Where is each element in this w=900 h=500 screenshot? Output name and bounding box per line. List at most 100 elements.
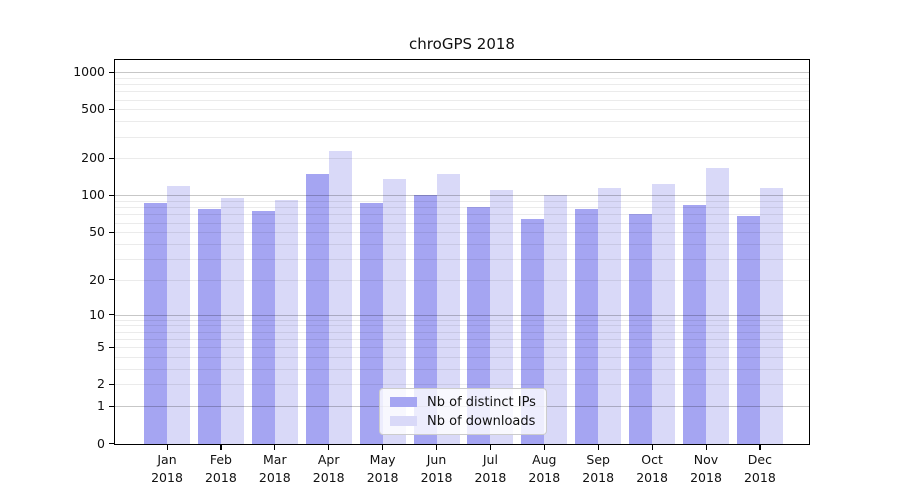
x-tick-label: Oct 2018 [624, 451, 680, 488]
x-tick-month: Nov [693, 451, 719, 467]
bar-distinct-ips-aug [521, 219, 545, 444]
y-tick-label: 100 [81, 187, 105, 203]
x-tick [651, 444, 653, 450]
y-tick-label: 500 [81, 101, 105, 117]
gridline-minor [115, 84, 809, 85]
x-tick-month: May [369, 451, 396, 467]
y-tick-label: 20 [89, 271, 105, 287]
y-tick-label: 10 [89, 306, 105, 322]
gridline-minor [115, 214, 809, 216]
gridline-major [115, 314, 809, 316]
gridline-minor [115, 243, 809, 245]
x-tick-month: Feb [209, 451, 232, 467]
x-tick-year: 2018 [366, 470, 399, 485]
gridline-minor [115, 369, 809, 370]
gridline-minor [115, 136, 809, 138]
x-tick-year: 2018 [690, 470, 722, 485]
gridline-minor [115, 325, 809, 327]
x-tick-label: Apr 2018 [301, 451, 357, 488]
bar-downloads-jan [167, 185, 190, 444]
gridline-minor [115, 338, 809, 340]
legend-label-distinct-ips: Nb of distinct IPs [427, 394, 536, 410]
plot-inner [115, 60, 809, 444]
gridline-minor [115, 158, 809, 160]
x-tick-label: Dec 2018 [732, 451, 788, 488]
y-tick [109, 314, 114, 316]
x-tick-month: Dec [747, 451, 772, 467]
bar-downloads-nov [706, 167, 729, 444]
x-tick [436, 444, 438, 450]
bar-distinct-ips-apr [305, 173, 329, 444]
bar-distinct-ips-mar [251, 210, 275, 444]
x-tick-label: Jun 2018 [409, 451, 465, 488]
y-tick-label: 50 [89, 224, 105, 240]
bar-downloads-apr [328, 150, 352, 444]
legend: Nb of distinct IPs Nb of downloads [379, 388, 547, 435]
bar-distinct-ips-dec [736, 215, 760, 444]
x-tick-year: 2018 [204, 470, 237, 485]
bar-downloads-feb [220, 198, 244, 444]
x-tick-year: 2018 [258, 470, 291, 485]
gridline-minor [115, 207, 809, 209]
y-tick [109, 157, 114, 160]
x-tick-label: May 2018 [355, 451, 411, 488]
x-tick-month: Oct [641, 451, 663, 467]
x-tick-label: Mar 2018 [247, 451, 303, 488]
x-tick [328, 444, 330, 450]
gridline-major [115, 195, 809, 197]
chart-title: chroGPS 2018 [409, 35, 515, 53]
bar-distinct-ips-jun [413, 195, 437, 444]
y-tick-label: 5 [97, 339, 105, 355]
bar-distinct-ips-jan [144, 203, 167, 444]
y-tick [109, 443, 114, 445]
y-tick [109, 71, 114, 73]
gridline-minor [115, 99, 809, 101]
bar-distinct-ips-sep [575, 209, 599, 444]
x-tick-year: 2018 [528, 470, 561, 485]
y-tick-label: 1000 [73, 64, 105, 79]
y-tick-label: 200 [81, 150, 105, 166]
bar-distinct-ips-nov [683, 204, 706, 444]
gridline-minor [115, 357, 809, 358]
bar-downloads-aug [544, 195, 568, 444]
bar-downloads-may [382, 179, 406, 444]
x-tick-month: Jun [426, 451, 447, 467]
y-tick [109, 279, 114, 281]
y-tick-label: 2 [97, 376, 105, 392]
x-tick-year: 2018 [636, 470, 668, 485]
bar-distinct-ips-may [359, 203, 383, 444]
x-tick-label: Aug 2018 [516, 451, 572, 488]
bar-downloads-sep [598, 188, 622, 444]
x-tick-year: 2018 [420, 470, 453, 485]
gridline-minor [115, 91, 809, 93]
x-tick [274, 444, 276, 450]
gridline-minor [115, 121, 809, 123]
x-tick [166, 444, 168, 450]
bar-distinct-ips-oct [629, 213, 653, 444]
x-tick-year: 2018 [582, 470, 615, 485]
x-tick-month: Jul [482, 451, 498, 467]
x-tick-year: 2018 [312, 470, 345, 485]
bar-distinct-ips-feb [197, 209, 221, 444]
y-tick [109, 383, 114, 386]
x-tick-label: Jan 2018 [139, 451, 195, 488]
x-tick-month: Aug [532, 451, 557, 467]
bar-downloads-jul [490, 190, 514, 444]
x-tick-label: Sep 2018 [570, 451, 626, 488]
x-tick-label: Jul 2018 [462, 451, 518, 488]
gridline-minor [115, 279, 809, 281]
gridline-minor [115, 347, 809, 349]
gridline-minor [115, 384, 809, 386]
x-tick-year: 2018 [743, 470, 776, 485]
y-tick [109, 194, 114, 197]
gridline-minor [115, 77, 809, 79]
y-tick [109, 346, 114, 348]
gridline-major [115, 72, 809, 73]
x-tick [220, 444, 222, 450]
bar-downloads-oct [652, 184, 676, 444]
bar-distinct-ips-jul [467, 207, 491, 444]
plot-area [114, 59, 810, 445]
gridline-minor [115, 319, 809, 321]
x-tick-label: Nov 2018 [678, 451, 734, 488]
